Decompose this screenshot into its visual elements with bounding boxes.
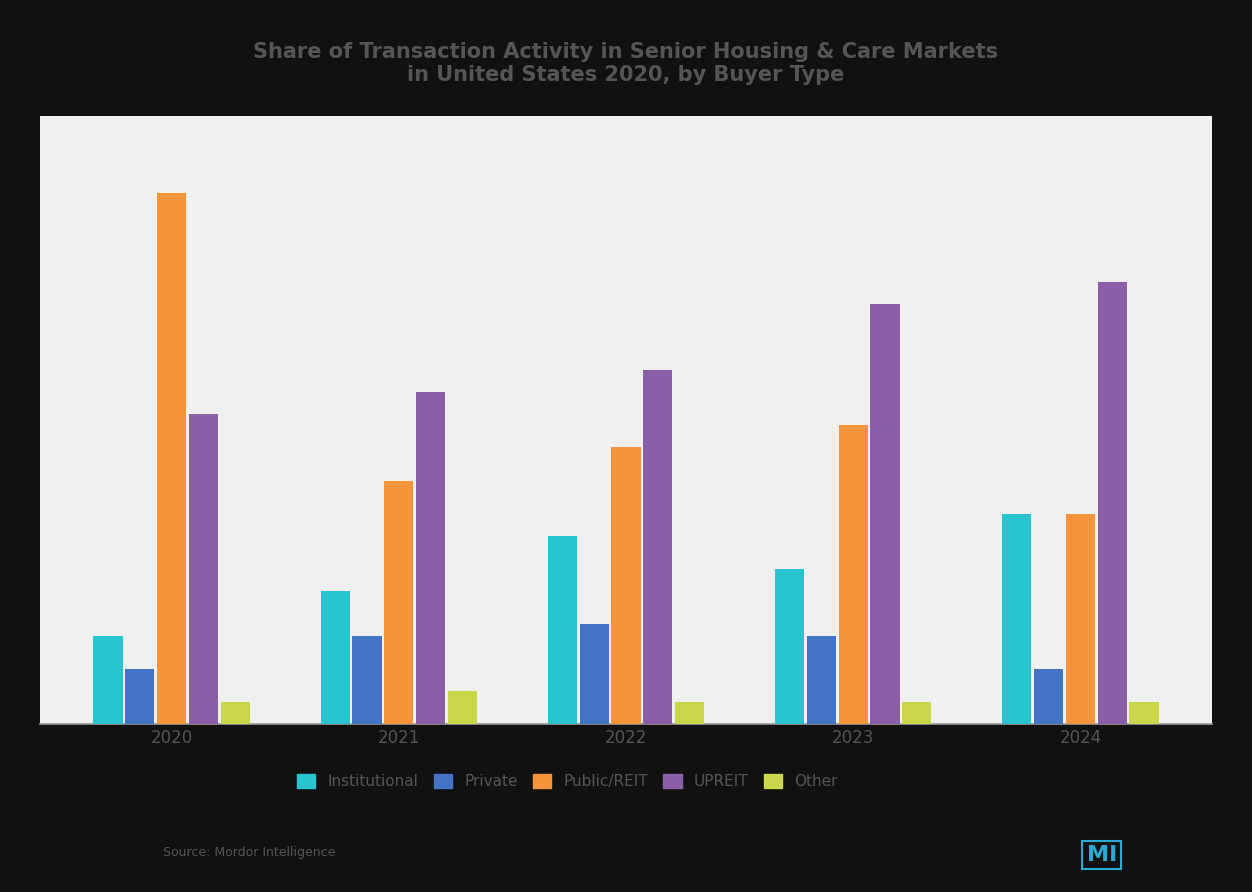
Bar <box>806 635 836 724</box>
Bar <box>547 536 577 724</box>
Bar <box>644 370 672 724</box>
Bar <box>775 569 804 724</box>
Bar <box>94 635 123 724</box>
Bar <box>1098 282 1127 724</box>
Bar <box>352 635 382 724</box>
Text: Source: Mordor Intelligence: Source: Mordor Intelligence <box>163 847 336 859</box>
Bar <box>448 690 477 724</box>
Bar <box>611 448 641 724</box>
Bar <box>1034 669 1063 724</box>
Bar <box>870 303 900 724</box>
Bar <box>580 624 608 724</box>
Bar <box>156 193 187 724</box>
Bar <box>125 669 154 724</box>
Bar <box>1065 514 1096 724</box>
Bar <box>416 392 446 724</box>
Bar <box>321 591 349 724</box>
Text: MI: MI <box>1087 846 1117 865</box>
Bar <box>839 425 868 724</box>
Title: Share of Transaction Activity in Senior Housing & Care Markets
in United States : Share of Transaction Activity in Senior … <box>253 42 999 85</box>
Bar <box>675 702 705 724</box>
Bar <box>1129 702 1158 724</box>
Bar <box>1002 514 1032 724</box>
Bar <box>220 702 250 724</box>
Bar <box>189 414 218 724</box>
Bar <box>384 481 413 724</box>
Legend: Institutional, Private, Public/REIT, UPREIT, Other: Institutional, Private, Public/REIT, UPR… <box>290 768 844 796</box>
Bar <box>903 702 931 724</box>
